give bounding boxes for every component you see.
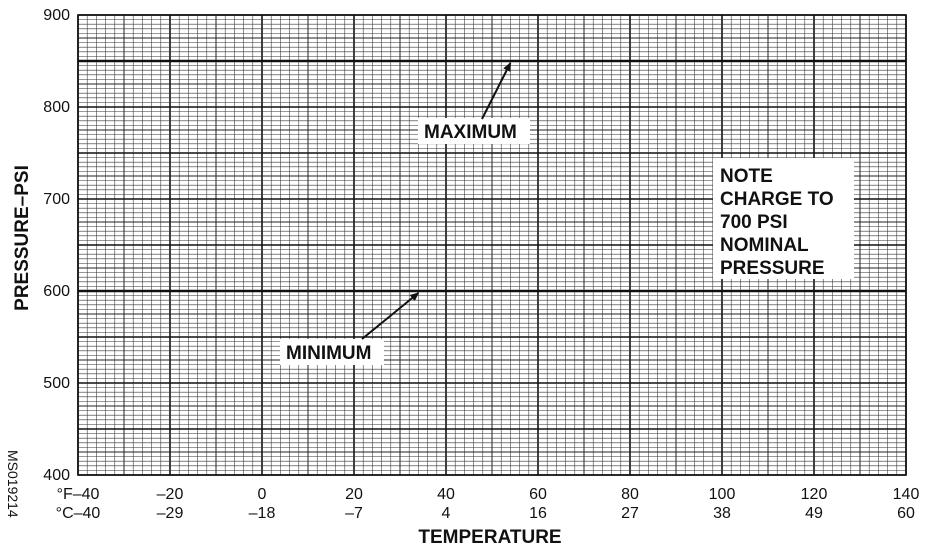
x-tick-label-c: –29	[157, 505, 184, 522]
maximum-label-bg	[418, 118, 530, 144]
x-tick-label-f: 140	[893, 486, 920, 503]
x-tick-label-c: 27	[621, 505, 639, 522]
note-box-bg	[713, 158, 854, 279]
maximum-arrow	[481, 62, 512, 120]
x-tick-label-c: 60	[897, 505, 915, 522]
x-tick-label-c: 16	[529, 505, 547, 522]
plot-frame	[77, 14, 907, 476]
x-tick-label-f: 60	[529, 486, 547, 503]
x-tick-label-c: 38	[713, 505, 731, 522]
y-axis-title: PRESSURE–PSI	[12, 165, 33, 311]
y-tick-label: 800	[43, 99, 70, 116]
x-tick-label-f: 0	[258, 486, 267, 503]
minimum-label: MINIMUM	[286, 343, 371, 364]
note-line-2: CHARGE TO	[720, 189, 834, 210]
note-line-5: PRESSURE	[720, 258, 825, 279]
x-tick-label-c: °C–40	[56, 505, 101, 522]
x-tick-label-f: °F–40	[57, 486, 100, 503]
x-tick-label-f: 100	[709, 486, 736, 503]
minimum-annotation: MINIMUM	[280, 292, 420, 365]
x-tick-label-f: –20	[157, 486, 184, 503]
y-tick-label: 500	[43, 375, 70, 392]
note-line-3: 700 PSI	[720, 212, 788, 233]
y-tick-label: 400	[43, 467, 70, 484]
note-line-1: NOTE	[720, 166, 773, 187]
x-tick-label-f: 40	[437, 486, 455, 503]
x-tick-label-f: 80	[621, 486, 639, 503]
x-tick-label-c: 4	[442, 505, 451, 522]
x-tick-label-c: 49	[805, 505, 823, 522]
maximum-label: MAXIMUM	[424, 122, 517, 143]
x-tick-label-f: 120	[801, 486, 828, 503]
y-tick-label: 900	[43, 7, 70, 24]
maximum-annotation: MAXIMUM	[418, 62, 530, 144]
series-layer	[78, 59, 906, 293]
x-axis-title: TEMPERATURE	[418, 527, 561, 548]
y-tick-label: 700	[43, 191, 70, 208]
x-tick-label-c: –7	[345, 505, 363, 522]
x-tick-label-c: –18	[249, 505, 276, 522]
figure-code: MS019214	[5, 450, 21, 518]
minimum-arrow	[361, 292, 420, 340]
minimum-label-bg	[280, 339, 384, 365]
note-box: NOTE CHARGE TO 700 PSI NOMINAL PRESSURE	[713, 158, 854, 279]
tick-labels: 400 500 600 700 800 900 °F–40 °C–40 –20 –29 0 –18 20…	[43, 7, 919, 522]
x-tick-label-f: 20	[345, 486, 363, 503]
y-tick-label: 600	[43, 283, 70, 300]
note-line-4: NOMINAL	[720, 235, 809, 256]
